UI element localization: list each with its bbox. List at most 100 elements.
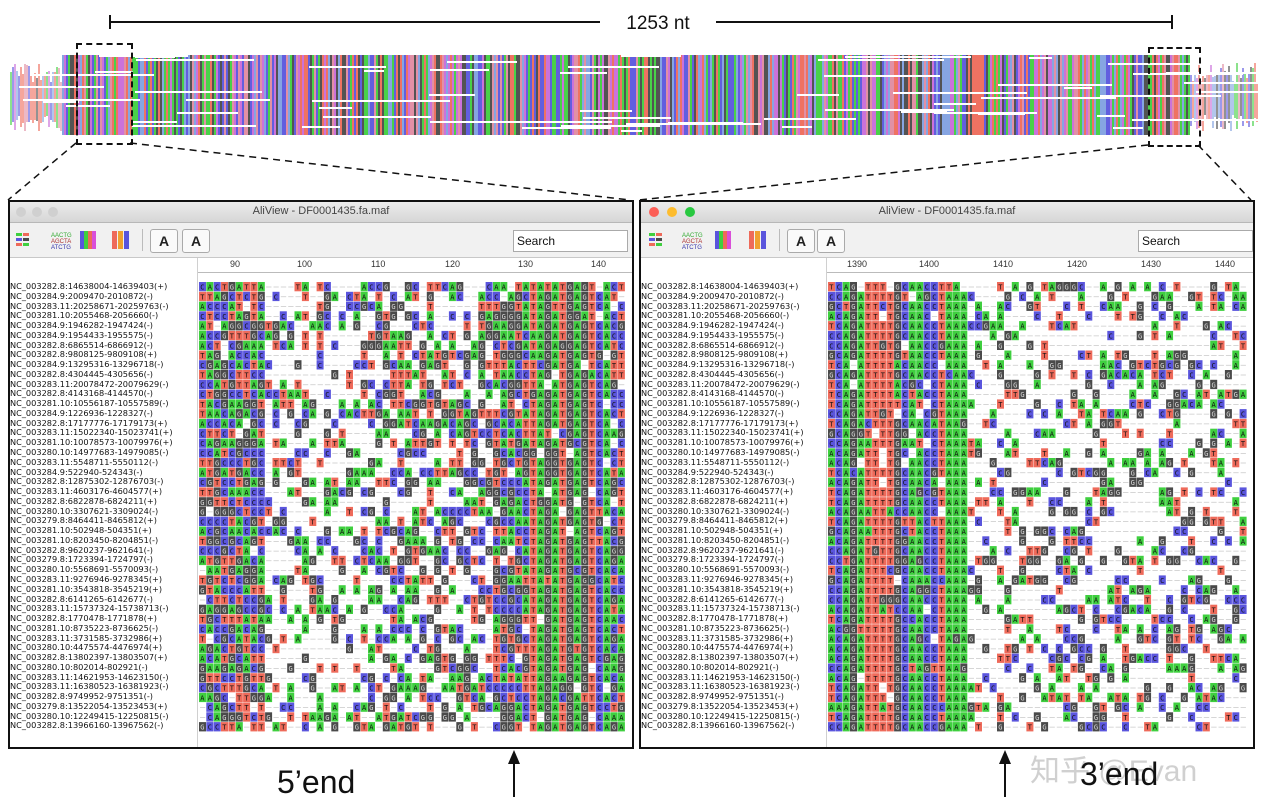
sequence-name[interactable]: NC_003280.10:14977683-14979085(-) <box>10 447 169 458</box>
sequence-name[interactable]: NC_003280.10:12249415-12250815(-) <box>10 710 169 721</box>
sequence-name[interactable]: NC_003280.10:4475574-4476974(+) <box>10 642 163 653</box>
alignment-cell <box>595 389 603 399</box>
sequence-name[interactable]: NC_003281.10:3543818-3545219(+) <box>10 583 163 594</box>
sequence-name[interactable]: NC_003283.11:3731585-3732986(+) <box>10 632 163 643</box>
alignment-base: G <box>546 626 550 634</box>
alignment-base: G <box>568 577 572 585</box>
sequence-name[interactable]: NC_003280.10:802014-802921(-) <box>10 661 148 672</box>
sequence-name[interactable]: NC_003282.8:6141265-6142677(-) <box>10 593 153 604</box>
sequence-name[interactable]: NC_003282.8:4143168-4144570(-) <box>10 388 153 399</box>
sequence-name[interactable]: NC_003283.11:5548711-5550112(-) <box>10 456 159 467</box>
sequence-name[interactable]: NC_003284.9:13295316-13296718(-) <box>10 359 164 370</box>
sequence-name[interactable]: NC_003283.11:16380523-16381923(-) <box>10 681 169 692</box>
sequence-name[interactable]: NC_003283.11:15737324-15738713(-) <box>10 603 169 614</box>
nucleotide-icon[interactable] <box>14 229 36 251</box>
alignment-cell <box>243 291 251 302</box>
overview-strip <box>760 55 762 135</box>
alignment-cell <box>500 282 508 292</box>
sequence-name[interactable]: NC_003284.9:1226936-1228327(-) <box>10 407 153 418</box>
sequence-name[interactable]: NC_003283.11:20258671-20259763(-) <box>10 300 169 311</box>
overview-strip <box>156 55 158 135</box>
alignment-base: C <box>612 323 616 331</box>
alignment-base: T <box>590 333 595 341</box>
alignment-cell <box>323 565 331 575</box>
alignment-cell <box>228 330 236 341</box>
sequence-name[interactable]: NC_003283.11:15022340-15023741(+) <box>10 427 173 438</box>
overview-strip <box>294 55 296 135</box>
color-blocks-icon[interactable] <box>110 229 132 251</box>
alignment-base: C <box>237 460 241 468</box>
alignment-base: G <box>465 479 469 487</box>
sequence-name[interactable]: NC_003282.8:14638004-14639403(+) <box>10 282 168 291</box>
alignment-cell <box>470 448 478 458</box>
alignment-base: G <box>237 440 241 448</box>
sequence-name[interactable]: NC_003283.11:20078472-20079629(-) <box>10 378 169 389</box>
alignment-cell <box>581 379 589 390</box>
sequence-name[interactable]: NC_003284.9:1946282-1947424(-) <box>10 320 153 331</box>
minimize-button[interactable] <box>32 207 42 217</box>
sequence-name[interactable]: NC_003280.10:3307621-3309024(-) <box>10 505 159 516</box>
alignment-cell <box>353 360 361 370</box>
sequence-name[interactable]: NC_003281.10:10078573-10079976(+) <box>10 437 173 448</box>
sequence-name[interactable]: NC_003279.8:13522054-13523453(+) <box>10 700 168 711</box>
alignment-cell <box>235 291 243 302</box>
alignment-base: C <box>612 567 616 575</box>
alignment-base: C <box>222 303 226 311</box>
overview-strip <box>296 55 298 135</box>
alignment-base: T <box>487 303 492 311</box>
sequence-name[interactable]: NC_003283.11:4603176-4604577(+) <box>10 486 163 497</box>
sequence-name[interactable]: NC_003281.10:8203450-8204851(-) <box>10 534 159 545</box>
sequence-name[interactable]: NC_003279.8:1723394-1724797(-) <box>10 554 153 565</box>
alignment-cell <box>478 301 486 311</box>
sequence-name[interactable]: NC_003282.8:9620237-9621641(-) <box>10 544 153 555</box>
font-increase-icon[interactable]: A <box>150 229 178 253</box>
alignment-cell <box>470 350 478 360</box>
search-input[interactable]: Search <box>513 230 628 252</box>
alignment-cell <box>199 311 206 321</box>
alignment-cell <box>397 458 405 468</box>
sequence-name[interactable]: NC_003282.8:13966160-13967562(-) <box>10 720 164 731</box>
alignment-base: C <box>516 450 520 458</box>
sequence-name[interactable]: NC_003282.8:9808125-9809108(+) <box>10 349 157 360</box>
sequence-name[interactable]: NC_003282.8:6865514-6866912(-) <box>10 339 153 350</box>
color-barcode-icon[interactable] <box>78 229 100 251</box>
font-decrease-icon[interactable]: A <box>182 229 210 253</box>
alignment-base: A <box>399 333 404 341</box>
sequence-name[interactable]: NC_003281.10:10556187-10557589(-) <box>10 398 169 409</box>
alignment-cell <box>566 321 574 331</box>
alignment-cell <box>243 458 251 468</box>
overview-strip <box>286 55 288 135</box>
sequence-name[interactable]: NC_003282.8:13802397-13803507(+) <box>10 652 168 663</box>
sequence-name[interactable]: NC_003284.9:2009470-2010872(-) <box>10 290 153 301</box>
sequence-name[interactable]: NC_003282.8:9749952-9751351(-) <box>10 691 153 702</box>
alignment-base: C <box>597 401 601 409</box>
overview-strip <box>1076 55 1078 135</box>
sequence-name[interactable]: NC_003282.8:1770478-1771878(+) <box>10 613 157 624</box>
sequence-name[interactable]: NC_003282.8:12875302-12876703(-) <box>10 476 164 487</box>
close-button[interactable] <box>16 207 26 217</box>
panel-divider[interactable] <box>197 258 198 747</box>
sequence-name[interactable]: NC_003281.10:2055468-2056660(-) <box>10 310 159 321</box>
sequence-name[interactable]: NC_003284.9:522940-524343(-) <box>10 466 143 477</box>
sequence-name[interactable]: NC_003282.8:17177776-17179173(+) <box>10 417 168 428</box>
sequence-name[interactable]: NC_003284.9:1954433-1955575(-) <box>10 329 153 340</box>
sequence-name[interactable]: NC_003283.11:14621953-14623150(-) <box>10 671 169 682</box>
overview-strip <box>570 55 572 135</box>
zoom-button[interactable] <box>48 207 58 217</box>
sequence-name[interactable]: NC_003283.11:9276946-9278345(+) <box>10 573 163 584</box>
sequence-name[interactable]: NC_003279.8:8464411-8465812(+) <box>10 515 157 526</box>
alignment-cell <box>500 399 508 409</box>
alignment-cell <box>617 301 625 311</box>
sequence-name[interactable]: NC_003280.10:5568691-5570093(-) <box>10 564 159 575</box>
alignment-cell <box>272 614 280 624</box>
alignment-base: T <box>237 333 242 341</box>
alignment-base: G <box>384 499 388 507</box>
sequence-name[interactable]: NC_003281.10:502948-504351(+) <box>10 525 152 536</box>
sequence-name[interactable]: NC_003282.8:6822878-6824211(+) <box>10 495 157 506</box>
sequence-name[interactable]: NC_003281.10:8735223-8736625(-) <box>10 622 159 633</box>
alignment-base: T <box>266 381 271 389</box>
sequence-name[interactable]: NC_003282.8:4304445-4305656(-) <box>10 368 153 379</box>
alignment-cell <box>588 448 596 458</box>
